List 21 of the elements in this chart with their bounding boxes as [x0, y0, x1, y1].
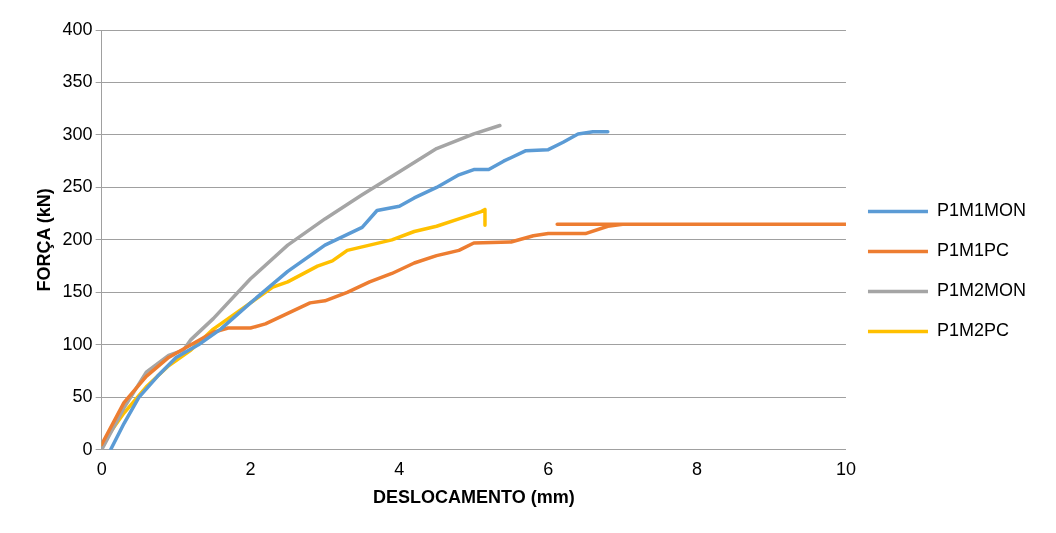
y-axis-title: FORÇA (kN) — [33, 188, 54, 292]
y-tick-label: 200 — [62, 228, 93, 249]
y-tick-label: 0 — [82, 438, 93, 459]
x-tick-label: 2 — [245, 458, 256, 479]
x-tick-label: 0 — [96, 458, 107, 479]
legend-label: P1M2PC — [936, 320, 1010, 341]
x-tick-label: 6 — [543, 458, 554, 479]
y-tick-label: 50 — [72, 386, 93, 407]
x-axis-title: DESLOCAMENTO (mm) — [372, 487, 575, 508]
x-tick-label: 4 — [394, 458, 405, 479]
y-tick-label: 150 — [62, 281, 93, 302]
legend-label: P1M1MON — [936, 200, 1026, 221]
y-tick-label: 350 — [62, 71, 93, 92]
x-tick-label: 10 — [835, 458, 856, 479]
y-tick-label: 100 — [62, 333, 93, 354]
y-tick-label: 400 — [62, 18, 93, 39]
y-tick-label: 300 — [62, 123, 93, 144]
legend-label: P1M1PC — [936, 240, 1010, 261]
legend-label: P1M2MON — [936, 280, 1026, 301]
y-tick-label: 250 — [62, 176, 93, 197]
x-tick-label: 8 — [692, 458, 703, 479]
